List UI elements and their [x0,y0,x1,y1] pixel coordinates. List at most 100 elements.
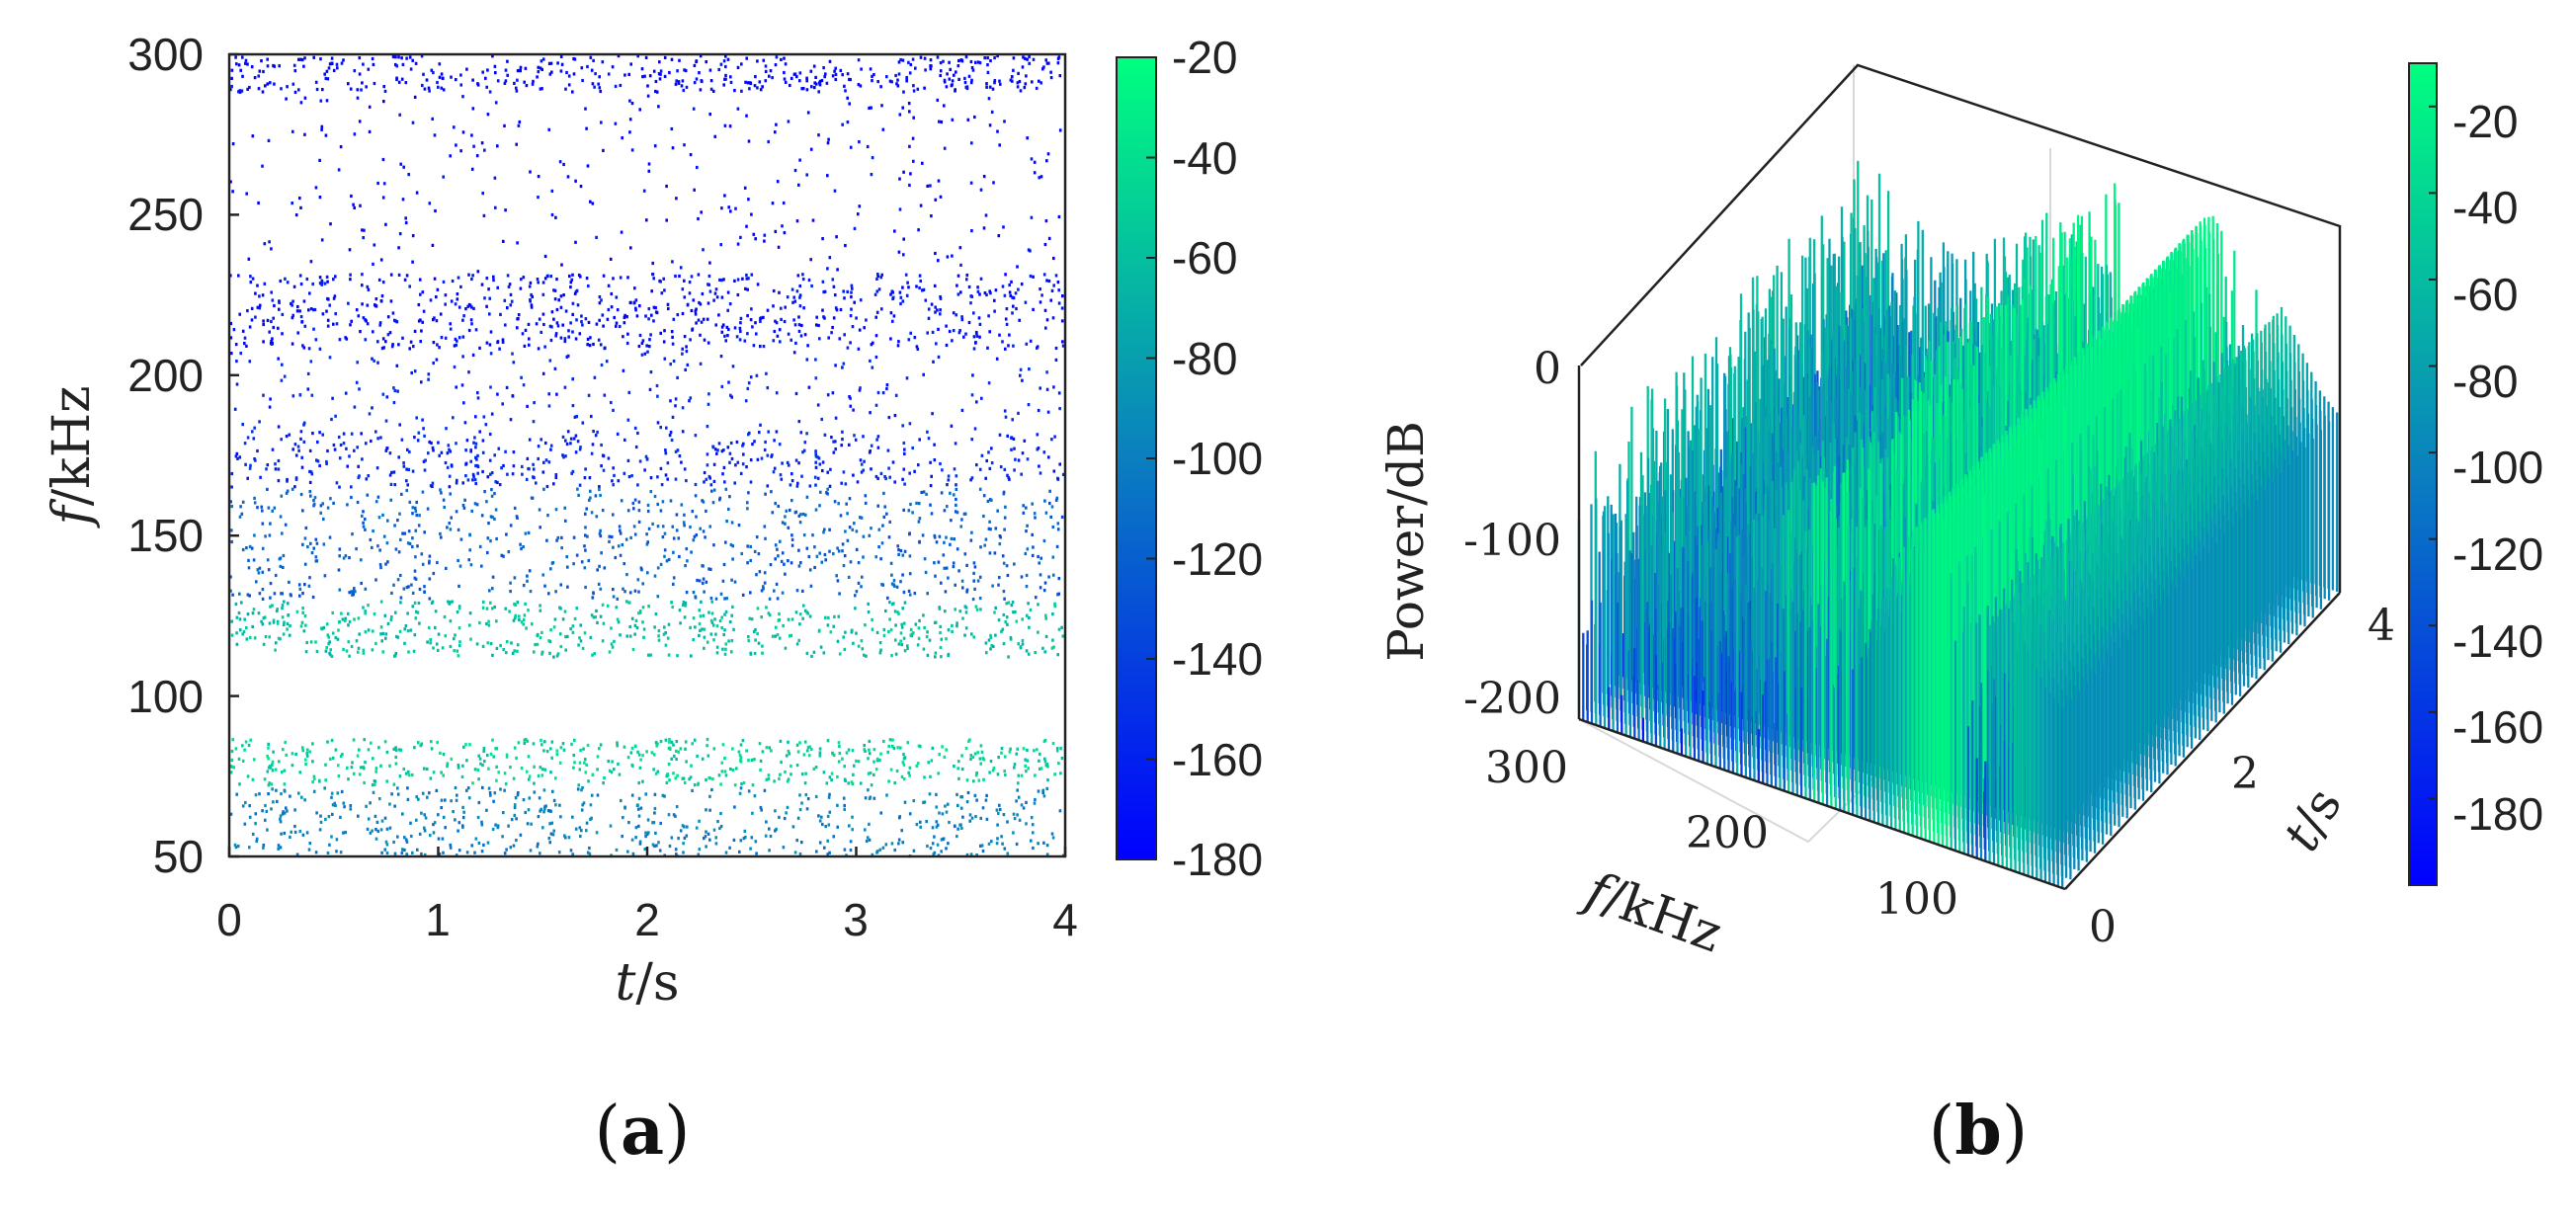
heatmap-cell [637,509,641,513]
heatmap-cell [465,788,468,792]
colorbar-tick: -20 [1172,32,1237,83]
heatmap-cell [720,384,724,388]
heatmap-cell [749,375,753,379]
heatmap-cell [728,451,732,455]
heatmap-cell [1043,308,1047,312]
heatmap-cell [935,540,939,544]
heatmap-cell [1012,831,1015,835]
heatmap-cell [253,76,257,80]
heatmap-cell [374,641,377,645]
heatmap-cell [420,552,424,556]
heatmap-cell [859,386,862,390]
heatmap-cell [926,844,929,849]
heatmap-cell [908,554,912,558]
heatmap-cell [797,638,800,642]
heatmap-cell [423,826,426,830]
heatmap-cell [868,822,871,826]
heatmap-cell [805,88,809,92]
heatmap-cell [356,361,359,365]
heatmap-cell [364,610,367,613]
heatmap-cell [332,296,336,300]
heatmap-cell [906,646,909,651]
heatmap-cell [836,579,840,583]
heatmap-cell [574,337,578,341]
heatmap-cell [330,835,333,839]
heatmap-cell [790,617,794,621]
heatmap-cell [395,320,399,324]
heatmap-cell [319,504,323,508]
heatmap-cell [826,853,829,856]
heatmap-cell [313,307,317,312]
heatmap-cell [663,794,666,798]
heatmap-cell [930,64,933,68]
heatmap-cell [889,768,893,772]
heatmap-cell [964,332,967,336]
heatmap-cell [312,546,315,550]
heatmap-cell [280,792,283,796]
heatmap-cell [896,84,900,88]
heatmap-cell [702,581,705,585]
heatmap-cell [1043,650,1046,654]
heatmap-cell [544,441,547,446]
heatmap-cell [241,423,244,427]
heatmap-cell [406,797,410,801]
heatmap-cell [830,436,833,440]
heatmap-cell [858,388,862,392]
heatmap-cell [767,773,771,777]
heatmap-cell [989,633,992,637]
heatmap-cell [569,321,572,325]
heatmap-cell [536,642,540,646]
heatmap-cell [901,761,905,765]
heatmap-cell [386,560,389,564]
heatmap-cell [1004,755,1007,759]
heatmap-cell [407,650,410,654]
heatmap-cell [389,299,393,303]
heatmap-cell [876,273,879,277]
heatmap-cell [241,74,244,78]
heatmap-cell [362,606,365,610]
heatmap-cell [533,401,536,405]
heatmap-cell [270,319,273,324]
heatmap-cell [879,85,882,89]
heatmap-cell [406,541,410,545]
heatmap-cell [978,322,982,326]
heatmap-cell [246,436,250,440]
heatmap-cell [543,345,546,349]
heatmap-cell [299,205,302,209]
heatmap-cell [304,623,307,627]
heatmap-cell [388,764,391,768]
heatmap-cell [310,393,314,397]
heatmap-cell [730,578,733,582]
heatmap-cell [965,853,969,856]
heatmap-cell [249,281,253,284]
heatmap-cell [666,302,670,306]
heatmap-cell [902,170,905,174]
heatmap-cell [528,777,531,781]
heatmap-cell [679,747,683,751]
heatmap-cell [574,827,578,831]
heatmap-cell [851,528,855,531]
heatmap-cell [689,153,693,157]
heatmap-cell [984,537,988,541]
heatmap-cell [1035,86,1039,90]
heatmap-cell [762,585,765,589]
heatmap-cell [957,77,960,81]
heatmap-cell [1050,505,1054,509]
heatmap-cell [298,830,302,834]
heatmap-cell [878,651,882,655]
heatmap-cell [770,749,773,753]
heatmap-cell [420,54,424,58]
heatmap-cell [495,619,498,623]
heatmap-cell [326,324,330,328]
heatmap-cell [860,67,863,71]
heatmap-cell [259,475,262,479]
heatmap-cell [323,786,326,790]
heatmap-cell [933,443,936,447]
heatmap-cell [887,416,891,420]
heatmap-cell [963,76,966,80]
heatmap-cell [279,817,282,821]
heatmap-cell [731,769,735,772]
heatmap-cell [627,821,630,825]
heatmap-cell [749,558,752,563]
heatmap-cell [1001,842,1004,846]
